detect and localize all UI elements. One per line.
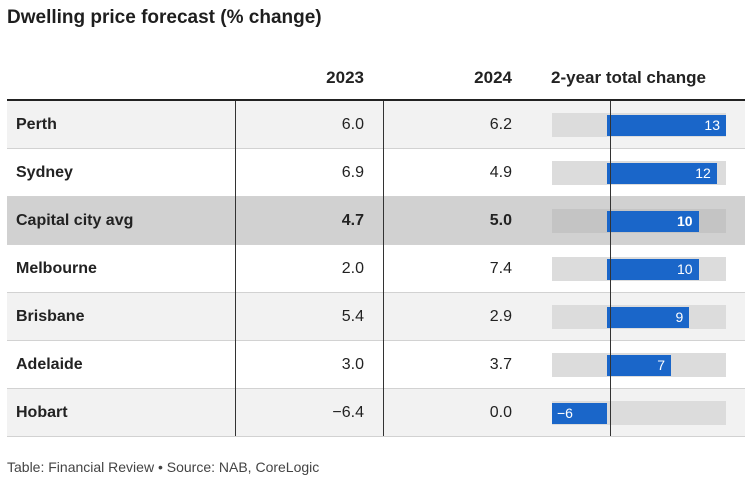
row-label: Perth [16, 116, 57, 133]
value-2024: 0.0 [489, 404, 512, 421]
chart-title: Dwelling price forecast (% change) [7, 7, 322, 28]
table-row-sydney: Sydney 6.9 4.9 12 [7, 149, 745, 197]
column-header-2024: 2024 [474, 68, 512, 87]
value-2024: 2.9 [489, 308, 512, 325]
value-2023: 2.0 [341, 260, 364, 277]
total-change-bar: 10 [606, 211, 699, 232]
table-row-hobart: Hobart −6.4 0.0 −6 [7, 389, 745, 437]
divider-2024 [383, 101, 384, 436]
total-change-bar: −6 [552, 403, 607, 424]
header-rule [7, 99, 745, 101]
table-row-brisbane: Brisbane 5.4 2.9 9 [7, 293, 745, 341]
value-2024: 4.9 [489, 164, 512, 181]
value-2024: 3.7 [489, 356, 512, 373]
column-header-2023: 2023 [326, 68, 364, 87]
table-row-capital-city-avg: Capital city avg 4.7 5.0 10 [7, 197, 745, 245]
value-2023: 5.4 [341, 308, 364, 325]
row-label: Hobart [16, 404, 68, 421]
table-row-perth: Perth 6.0 6.2 13 [7, 101, 745, 149]
value-2023: 3.0 [341, 356, 364, 373]
value-2023: −6.4 [332, 404, 364, 421]
row-label: Sydney [16, 164, 73, 181]
source-note: Table: Financial Review • Source: NAB, C… [7, 459, 320, 475]
bar-zero-axis [610, 101, 611, 436]
table-body: Perth 6.0 6.2 13 Sydney 6.9 4.9 12 Capital city … [7, 101, 745, 437]
row-label: Capital city avg [16, 212, 134, 229]
total-change-bar: 13 [606, 115, 726, 136]
value-2023: 6.0 [341, 116, 364, 133]
total-change-bar: 7 [606, 355, 672, 376]
total-change-bar: 10 [606, 259, 699, 280]
table-header: 2023 2024 2-year total change [7, 64, 745, 100]
value-2024: 7.4 [489, 260, 512, 277]
row-label: Brisbane [16, 308, 85, 325]
value-2024: 5.0 [489, 212, 512, 229]
value-2024: 6.2 [489, 116, 512, 133]
divider-2023 [235, 101, 236, 436]
total-change-bar: 12 [606, 163, 717, 184]
row-label: Adelaide [16, 356, 83, 373]
table-row-melbourne: Melbourne 2.0 7.4 10 [7, 245, 745, 293]
total-change-bar: 9 [606, 307, 690, 328]
table-row-adelaide: Adelaide 3.0 3.7 7 [7, 341, 745, 389]
value-2023: 4.7 [341, 212, 364, 229]
row-label: Melbourne [16, 260, 97, 277]
value-2023: 6.9 [341, 164, 364, 181]
column-header-2-year-total: 2-year total change [551, 68, 706, 87]
